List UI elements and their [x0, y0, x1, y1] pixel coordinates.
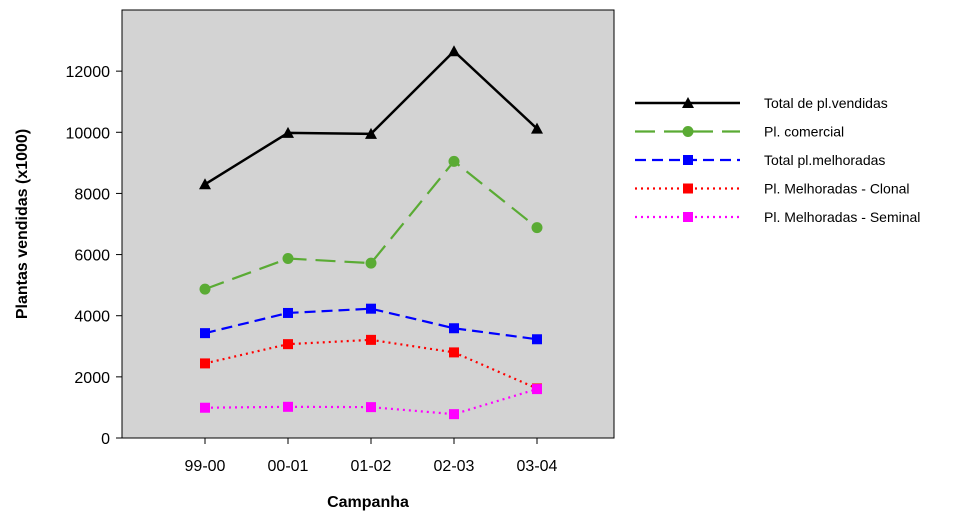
data-point — [531, 122, 543, 134]
legend-item: Total pl.melhoradas — [635, 152, 885, 168]
legend-marker — [683, 155, 693, 165]
data-point — [365, 257, 377, 269]
x-axis-title: Campanha — [327, 494, 409, 511]
data-point — [200, 328, 210, 339]
data-point — [531, 222, 543, 234]
x-axis: 99-00 00-01 01-02 02-03 03-04 — [185, 438, 558, 475]
legend-label: Total pl.melhoradas — [764, 152, 885, 168]
legend: Total de pl.vendidas Pl. comercial Total p… — [635, 95, 920, 225]
legend-marker — [682, 126, 694, 137]
y-tick-label: 2000 — [74, 370, 110, 387]
series-line — [204, 159, 538, 291]
y-axis-title: Plantas vendidas (x1000) — [14, 129, 31, 319]
data-point — [282, 253, 294, 265]
data-point — [199, 283, 211, 295]
data-point — [448, 45, 460, 57]
y-tick-label: 6000 — [74, 248, 110, 265]
legend-marker — [683, 183, 693, 194]
series-1 — [199, 45, 543, 190]
y-tick-label: 4000 — [74, 309, 110, 326]
legend-label: Pl. Melhoradas - Seminal — [764, 209, 920, 225]
x-tick-label: 01-02 — [351, 458, 392, 475]
data-point — [532, 334, 542, 345]
data-point — [449, 347, 459, 358]
series-line — [204, 307, 538, 341]
legend-marker — [683, 212, 693, 222]
data-point — [366, 303, 376, 314]
legend-label: Pl. Melhoradas - Clonal — [764, 181, 910, 197]
legend-marker — [682, 97, 694, 108]
series-5 — [200, 384, 542, 420]
y-tick-label: 8000 — [74, 186, 110, 203]
y-axis: 0 2000 4000 6000 8000 10000 12000 — [66, 64, 122, 448]
series-2 — [199, 155, 543, 295]
data-point — [200, 358, 210, 369]
y-tick-label: 10000 — [66, 125, 111, 142]
y-tick-label: 12000 — [66, 64, 111, 81]
legend-item: Total de pl.vendidas — [635, 95, 888, 111]
data-point — [282, 126, 294, 138]
data-point — [448, 155, 460, 167]
data-point — [532, 384, 542, 395]
x-tick-label: 03-04 — [517, 458, 558, 475]
legend-item: Pl. Melhoradas - Clonal — [635, 181, 910, 197]
legend-label: Pl. comercial — [764, 124, 844, 140]
series-3 — [200, 303, 542, 345]
legend-item: Pl. Melhoradas - Seminal — [635, 209, 920, 225]
x-tick-label: 99-00 — [185, 458, 226, 475]
data-point — [283, 401, 293, 412]
data-point — [365, 127, 377, 139]
data-point — [199, 178, 211, 190]
series-line — [204, 388, 538, 416]
data-point — [449, 323, 459, 334]
data-point — [366, 334, 376, 345]
data-point — [283, 339, 293, 350]
legend-item: Pl. comercial — [635, 124, 844, 140]
data-point — [449, 409, 459, 420]
data-point — [283, 307, 293, 318]
series-group — [199, 45, 543, 420]
data-point — [366, 402, 376, 413]
legend-label: Total de pl.vendidas — [764, 95, 888, 111]
x-tick-label: 00-01 — [268, 458, 309, 475]
x-tick-label: 02-03 — [434, 458, 475, 475]
y-tick-label: 0 — [101, 431, 110, 448]
data-point — [200, 402, 210, 413]
